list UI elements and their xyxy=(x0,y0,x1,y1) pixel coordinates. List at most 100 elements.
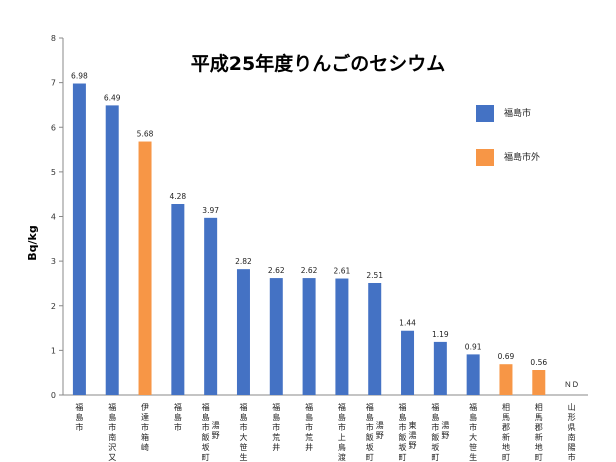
x-category-char: 市 xyxy=(202,422,210,432)
x-category-char: 島 xyxy=(338,412,346,422)
bar xyxy=(335,278,349,395)
x-category-char: 笹 xyxy=(469,442,477,452)
x-category-char: 井 xyxy=(272,442,280,452)
x-category-char: 市 xyxy=(568,452,576,462)
x-category-char: 島 xyxy=(431,412,439,422)
x-category-char: 又 xyxy=(108,453,116,462)
y-tick-label: 0 xyxy=(51,391,56,400)
x-category-char: 市 xyxy=(338,422,346,432)
data-label: 0.69 xyxy=(498,352,515,361)
x-category-char: 市 xyxy=(239,422,247,432)
legend-swatch xyxy=(476,149,494,166)
x-category-char: 荒 xyxy=(305,432,313,442)
x-category-char: 上 xyxy=(338,433,346,442)
x-category-char: 郡 xyxy=(535,422,543,432)
bar xyxy=(138,141,152,395)
data-label: 4.28 xyxy=(169,192,186,201)
x-category-char: 市 xyxy=(108,422,116,432)
data-label: 2.82 xyxy=(235,257,252,266)
x-category-char: 市 xyxy=(305,422,313,432)
x-category-char: 町 xyxy=(431,453,439,462)
x-category-char: 大 xyxy=(469,432,477,442)
x-category-char: 飯 xyxy=(399,432,407,442)
x-category-char: 飯 xyxy=(202,432,210,442)
x-category-char: 市 xyxy=(366,422,374,432)
x-category-char: 相 xyxy=(502,402,510,412)
x-category-char: 福 xyxy=(174,403,182,412)
x-category-char: 市 xyxy=(141,422,149,432)
x-category-char: 福 xyxy=(272,403,280,412)
x-category-char: 福 xyxy=(75,403,83,412)
x-category-label: 福島市 xyxy=(75,403,83,432)
x-category-char: 島 xyxy=(305,412,313,422)
bar xyxy=(302,278,316,395)
x-category-char: 市 xyxy=(469,422,477,432)
x-category-char: 井 xyxy=(305,442,313,452)
x-category-char: 鳥 xyxy=(338,442,346,452)
x-category-char: 湯 xyxy=(212,420,220,430)
y-tick-label: 6 xyxy=(51,123,56,132)
x-category-char: 福 xyxy=(366,403,374,412)
x-category-char: 坂 xyxy=(399,442,407,452)
x-category-char: 渡 xyxy=(338,452,346,462)
y-tick-label: 2 xyxy=(51,302,56,311)
bar xyxy=(466,354,480,395)
x-category-char: 野 xyxy=(409,441,417,450)
x-category-char: 町 xyxy=(399,453,407,462)
x-category-char: 馬 xyxy=(535,413,543,422)
data-label: ＮＤ xyxy=(564,380,579,389)
data-label: 1.19 xyxy=(432,330,449,339)
x-category-char: 崎 xyxy=(141,442,149,452)
x-category-char: 福 xyxy=(399,403,407,412)
x-category-label: 湯野 xyxy=(376,420,384,440)
x-category-char: 島 xyxy=(239,412,247,422)
y-tick-label: 3 xyxy=(51,257,56,266)
y-tick-label: 5 xyxy=(51,168,56,177)
x-category-char: 野 xyxy=(376,431,384,440)
x-category-char: 大 xyxy=(239,432,247,442)
chart-title: 平成25年度りんごのセシウム xyxy=(191,52,445,75)
x-category-char: 湯 xyxy=(441,420,449,430)
x-category-label: 湯野 xyxy=(441,420,449,440)
data-label: 6.98 xyxy=(71,72,88,81)
data-label: 5.68 xyxy=(137,130,154,139)
x-category-char: 地 xyxy=(502,442,510,452)
x-axis-categories: 福島市福島市南沢又伊達市箱崎福島市福島市飯坂町湯野福島市大笹生福島市荒井福島市荒… xyxy=(75,402,575,462)
bar xyxy=(204,217,218,395)
legend-label: 福島市外 xyxy=(504,151,540,163)
x-category-char: 島 xyxy=(174,412,182,422)
x-category-char: 湯 xyxy=(376,420,384,430)
x-category-label: 東湯野 xyxy=(409,420,417,450)
x-category-char: 福 xyxy=(469,403,477,412)
x-category-char: 沢 xyxy=(108,443,116,452)
x-category-char: 野 xyxy=(212,431,220,440)
data-label: 1.44 xyxy=(399,319,416,328)
x-category-char: 達 xyxy=(141,412,149,422)
x-category-char: 坂 xyxy=(366,442,374,452)
x-category-char: 県 xyxy=(568,423,576,432)
x-category-char: 飯 xyxy=(366,432,374,442)
x-category-char: 新 xyxy=(535,432,543,442)
y-axis: 0 1 2 3 4 5 6 7 8 xyxy=(51,34,588,400)
x-category-char: 生 xyxy=(239,452,247,462)
data-label: 0.91 xyxy=(465,342,482,351)
x-category-char: 馬 xyxy=(502,413,510,422)
data-label: 6.49 xyxy=(104,93,121,102)
bar xyxy=(105,105,119,395)
x-category-char: 陽 xyxy=(568,443,576,452)
x-category-char: 伊 xyxy=(141,402,149,412)
x-category-char: 町 xyxy=(535,453,543,462)
data-label: 3.97 xyxy=(202,206,219,215)
x-category-char: 市 xyxy=(431,422,439,432)
x-category-char: 町 xyxy=(366,453,374,462)
x-category-char: 福 xyxy=(202,403,210,412)
data-label: 2.62 xyxy=(301,266,318,275)
